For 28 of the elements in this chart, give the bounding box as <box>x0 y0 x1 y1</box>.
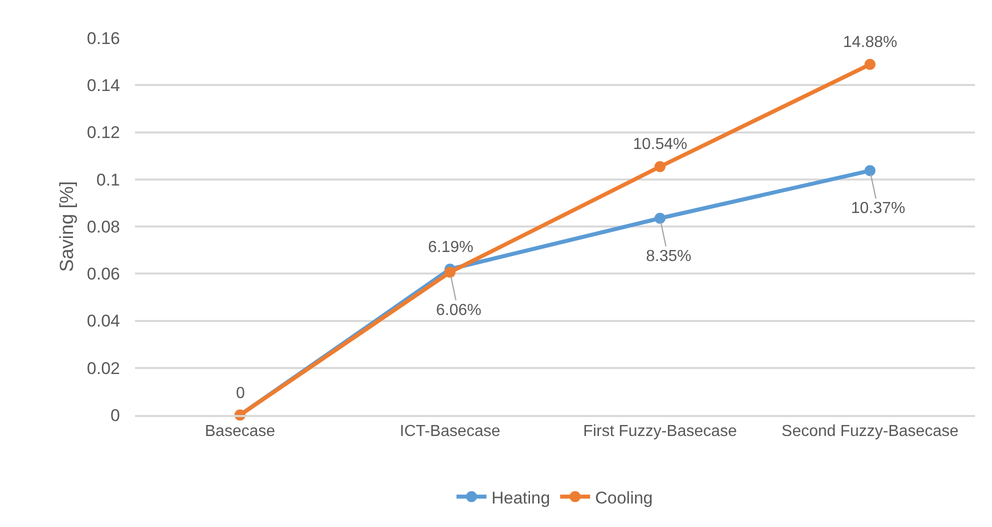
y-tick-label: 0.1 <box>96 170 120 190</box>
data-label: 8.35% <box>646 248 692 265</box>
x-tick-label: ICT-Basecase <box>400 422 500 440</box>
point <box>864 58 876 70</box>
y-tick-label: 0.02 <box>86 358 120 378</box>
point <box>654 161 666 172</box>
y-tick-label: 0.12 <box>86 123 120 142</box>
legend-label: Heating <box>492 488 550 508</box>
data-label: 6.19% <box>428 239 474 256</box>
y-tick-label: 0 <box>110 406 120 425</box>
y-tick-label: 0.14 <box>86 76 120 96</box>
data-label: 10.37% <box>851 200 906 217</box>
x-tick-label: First Fuzzy-Basecase <box>583 422 738 440</box>
point <box>654 212 666 224</box>
y-axis-title: Saving [%] <box>56 181 78 272</box>
y-tick-label: 0.08 <box>86 217 120 236</box>
point <box>444 266 456 278</box>
y-tick-label: 0.16 <box>86 28 120 48</box>
point <box>864 165 876 176</box>
y-tick-label: 0.06 <box>86 264 120 284</box>
data-label: 10.54% <box>633 136 688 153</box>
x-tick-label: Second Fuzzy-Basecase <box>782 422 959 440</box>
y-tick-label: 0.04 <box>86 312 120 331</box>
data-label: 14.88% <box>843 34 898 51</box>
data-label: 6.06% <box>436 302 482 319</box>
data-label: 0 <box>236 385 245 402</box>
x-tick-label: Basecase <box>204 422 276 440</box>
legend-label: Cooling <box>595 488 653 508</box>
